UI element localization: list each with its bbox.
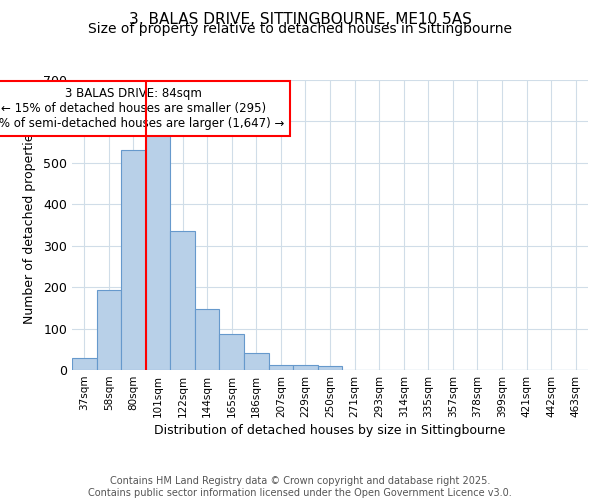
- Bar: [220, 334, 244, 370]
- Text: 3 BALAS DRIVE: 84sqm
← 15% of detached houses are smaller (295)
84% of semi-deta: 3 BALAS DRIVE: 84sqm ← 15% of detached h…: [0, 87, 284, 130]
- Bar: [170, 231, 195, 370]
- Text: Size of property relative to detached houses in Sittingbourne: Size of property relative to detached ho…: [88, 22, 512, 36]
- Bar: [293, 366, 318, 370]
- Bar: [318, 366, 342, 370]
- Bar: [72, 358, 97, 370]
- Bar: [121, 150, 146, 370]
- Y-axis label: Number of detached properties: Number of detached properties: [23, 126, 36, 324]
- Text: Contains HM Land Registry data © Crown copyright and database right 2025.
Contai: Contains HM Land Registry data © Crown c…: [88, 476, 512, 498]
- Bar: [244, 354, 269, 370]
- Bar: [195, 309, 220, 370]
- Bar: [146, 134, 170, 370]
- X-axis label: Distribution of detached houses by size in Sittingbourne: Distribution of detached houses by size …: [154, 424, 506, 437]
- Text: 3, BALAS DRIVE, SITTINGBOURNE, ME10 5AS: 3, BALAS DRIVE, SITTINGBOURNE, ME10 5AS: [128, 12, 472, 28]
- Bar: [269, 364, 293, 370]
- Bar: [97, 290, 121, 370]
